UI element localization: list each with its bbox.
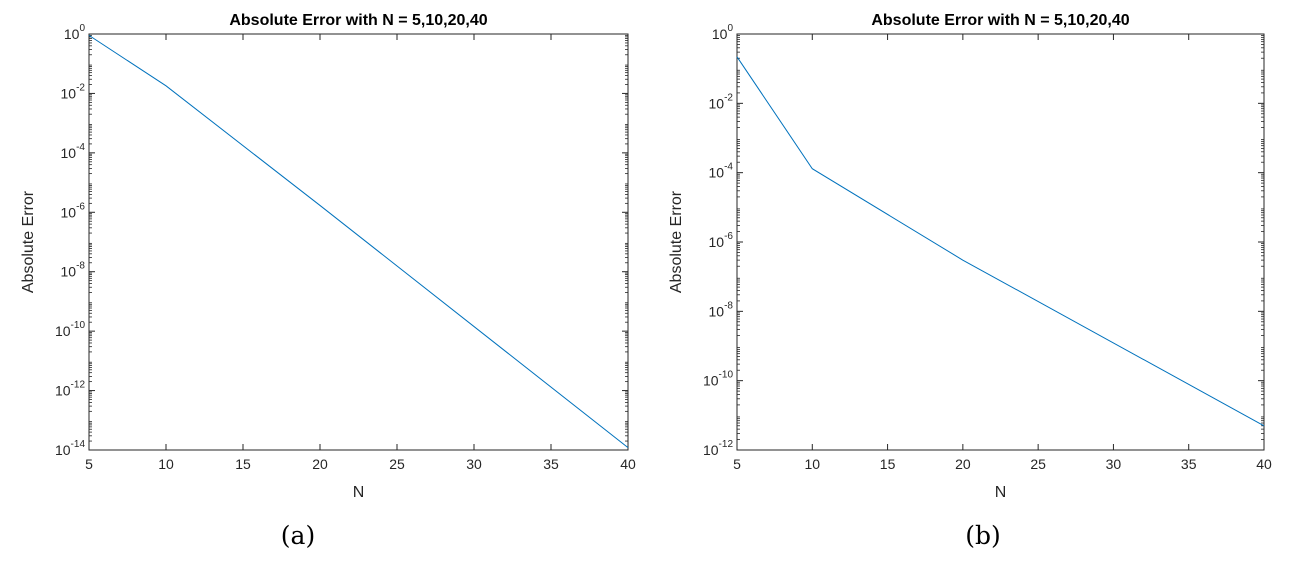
plot-area-frame [736, 33, 1265, 451]
chart-title: Absolute Error with N = 5,10,20,40 [229, 12, 487, 29]
y-tick-label: 10-4 [61, 142, 86, 161]
y-tick-label: 10-6 [709, 231, 734, 250]
chart-panel-b: Absolute Error with N = 5,10,20,40 N Abs… [665, 0, 1315, 562]
chart-panel-a: Absolute Error with N = 5,10,20,40 N Abs… [0, 0, 650, 562]
x-tick-label: 15 [880, 456, 896, 472]
x-tick-label: 40 [620, 456, 636, 472]
y-tick-label: 10-8 [709, 300, 734, 319]
y-axis-label: Absolute Error [668, 190, 685, 293]
x-tick-label: 30 [466, 456, 482, 472]
x-tick-label: 35 [543, 456, 559, 472]
series-line [736, 56, 1265, 427]
y-tick-label: 10-6 [61, 201, 86, 220]
x-tick-label: 5 [733, 456, 741, 472]
panel-caption-b: (b) [965, 521, 1001, 550]
x-tick-label: 20 [312, 456, 328, 472]
y-tick-label: 10-2 [709, 92, 734, 111]
y-tick-label: 10-2 [61, 82, 86, 101]
x-tick-label: 20 [955, 456, 971, 472]
y-tick-label: 10-14 [55, 439, 85, 458]
x-tick-label: 30 [1106, 456, 1122, 472]
x-tick-label: 25 [389, 456, 405, 472]
chart-b-svg: Absolute Error with N = 5,10,20,40 N Abs… [668, 12, 1272, 501]
chart-title: Absolute Error with N = 5,10,20,40 [871, 12, 1129, 29]
y-tick-label: 10-10 [55, 320, 85, 339]
chart-a-svg: Absolute Error with N = 5,10,20,40 N Abs… [20, 12, 636, 501]
y-tick-label: 10-8 [61, 261, 86, 280]
x-tick-label: 15 [235, 456, 251, 472]
x-tick-label: 10 [158, 456, 174, 472]
x-tick-label: 40 [1256, 456, 1272, 472]
y-tick-label: 100 [712, 23, 734, 42]
plot-area-frame [88, 33, 629, 451]
x-tick-label: 10 [804, 456, 820, 472]
x-tick-label: 35 [1181, 456, 1197, 472]
x-tick-label: 25 [1030, 456, 1046, 472]
x-axis-label: N [995, 484, 1007, 501]
y-tick-label: 100 [64, 23, 86, 42]
y-tick-label: 10-10 [703, 370, 733, 389]
panel-caption-a: (a) [280, 521, 316, 550]
y-tick-label: 10-4 [709, 162, 734, 181]
y-tick-label: 10-12 [703, 439, 733, 458]
x-axis-label: N [353, 484, 365, 501]
y-tick-label: 10-12 [55, 380, 85, 399]
series-line [88, 34, 629, 449]
x-tick-label: 5 [85, 456, 93, 472]
y-axis-label: Absolute Error [20, 190, 37, 293]
